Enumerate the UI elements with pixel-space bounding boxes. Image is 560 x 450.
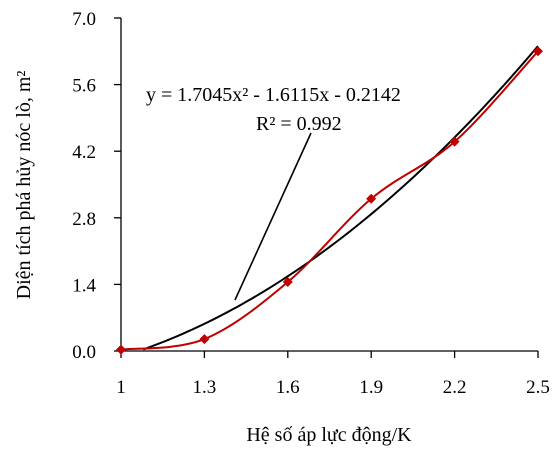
y-tick-label: 0.0 — [72, 342, 96, 363]
y-tick-label: 1.4 — [72, 275, 96, 296]
r-squared-label: R² = 0.992 — [256, 113, 342, 135]
y-tick-label: 7.0 — [72, 9, 96, 30]
x-axis-title: Hệ số áp lực động/K — [246, 424, 412, 446]
x-tick-label: 1.3 — [193, 377, 217, 398]
y-tick-label: 5.6 — [72, 76, 96, 97]
axis-ticks — [114, 17, 539, 358]
y-axis-title: Diện tích phá hủy nóc lò, m² — [13, 71, 35, 300]
x-tick-label: 2.5 — [526, 377, 550, 398]
data-markers — [116, 46, 543, 355]
data-point-marker — [116, 344, 126, 355]
x-tick-label: 1 — [116, 377, 126, 398]
axis-tick-labels: 1 1.3 1.6 1.9 2.2 2.5 0.0 1.4 2.8 4.2 5.6 7.0 — [72, 9, 550, 398]
data-point-marker — [533, 46, 543, 57]
data-point-marker — [449, 136, 460, 147]
data-point-marker — [199, 334, 210, 345]
x-tick-label: 1.6 — [276, 377, 300, 398]
x-tick-label: 1.9 — [359, 377, 383, 398]
annotation-leader-line — [234, 132, 312, 301]
trendline — [142, 45, 539, 351]
trendline-equation: y = 1.7045x² - 1.6115x - 0.2142 — [146, 84, 401, 106]
y-tick-label: 2.8 — [72, 209, 96, 230]
x-tick-label: 2.2 — [443, 377, 467, 398]
data-point-marker — [366, 193, 377, 204]
data-point-marker — [282, 277, 293, 288]
plot-area: 1 1.3 1.6 1.9 2.2 2.5 0.0 1.4 2.8 4.2 5.6 7.0 — [72, 9, 550, 398]
y-tick-label: 4.2 — [72, 142, 96, 163]
